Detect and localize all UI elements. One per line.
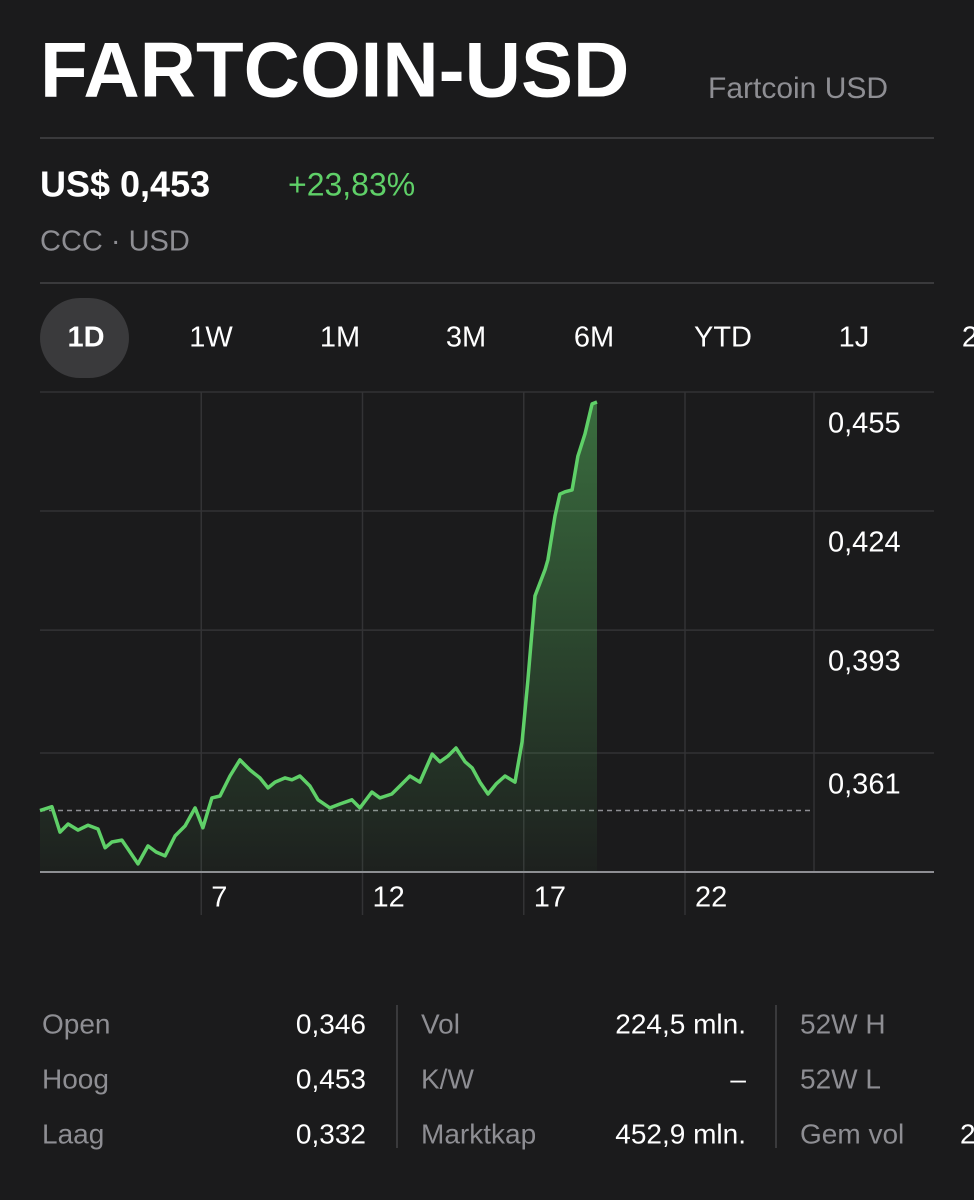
- range-tab[interactable]: 3M: [446, 322, 486, 354]
- range-tab[interactable]: YTD: [694, 322, 752, 354]
- change: +23,83%: [288, 166, 415, 202]
- stats: Open 0,346 Hoog 0,453 Laag 0,332 Vol 224,5 mln.…: [42, 1005, 974, 1149]
- stat-value: 224,5 mln.: [615, 1008, 746, 1039]
- stat-value: 2: [960, 1118, 974, 1149]
- stat-label: Vol: [421, 1008, 460, 1039]
- stat-value: 452,9 mln.: [615, 1118, 746, 1149]
- price-area: [40, 402, 597, 872]
- symbol: FARTCOIN-USD: [40, 26, 629, 114]
- range-tab[interactable]: 2: [962, 322, 974, 354]
- exchange: CCC · USD: [40, 226, 190, 258]
- x-tick-label: 7: [211, 882, 227, 914]
- price-line: [39, 400, 598, 866]
- stat-label: K/W: [421, 1063, 474, 1094]
- tab-selected-bg: [40, 298, 129, 378]
- stat-value: 0,332: [296, 1118, 366, 1149]
- stat-value: –: [730, 1063, 746, 1094]
- x-tick-label: 22: [695, 882, 727, 914]
- y-tick-label: 0,393: [828, 646, 901, 678]
- stat-label: Laag: [42, 1118, 104, 1149]
- stat-label: 52W H: [800, 1008, 886, 1039]
- range-tab[interactable]: 6M: [574, 322, 614, 354]
- stat-value: 0,346: [296, 1008, 366, 1039]
- range-tab[interactable]: 1D: [67, 322, 104, 354]
- x-tick-label: 17: [534, 882, 566, 914]
- price-chart: 0,455 0,424 0,393 0,361 7 12 17 22: [39, 391, 934, 915]
- x-tick-label: 12: [373, 882, 405, 914]
- range-tabs: 1D 1W 1M 3M 6M YTD 1J 2: [40, 298, 974, 378]
- y-tick-label: 0,361: [828, 769, 901, 801]
- y-tick-label: 0,455: [828, 408, 901, 440]
- stat-label: Hoog: [42, 1063, 109, 1094]
- stat-label: Open: [42, 1008, 111, 1039]
- range-tab[interactable]: 1W: [189, 322, 233, 354]
- asset-name: Fartcoin USD: [708, 72, 888, 105]
- range-tab[interactable]: 1J: [839, 322, 870, 354]
- y-tick-label: 0,424: [828, 527, 901, 559]
- stat-value: 0,453: [296, 1063, 366, 1094]
- stat-label: Marktkap: [421, 1118, 536, 1149]
- range-tab[interactable]: 1M: [320, 322, 360, 354]
- stat-label: Gem vol: [800, 1118, 904, 1149]
- price: US$ 0,453: [40, 164, 210, 205]
- stat-label: 52W L: [800, 1063, 881, 1094]
